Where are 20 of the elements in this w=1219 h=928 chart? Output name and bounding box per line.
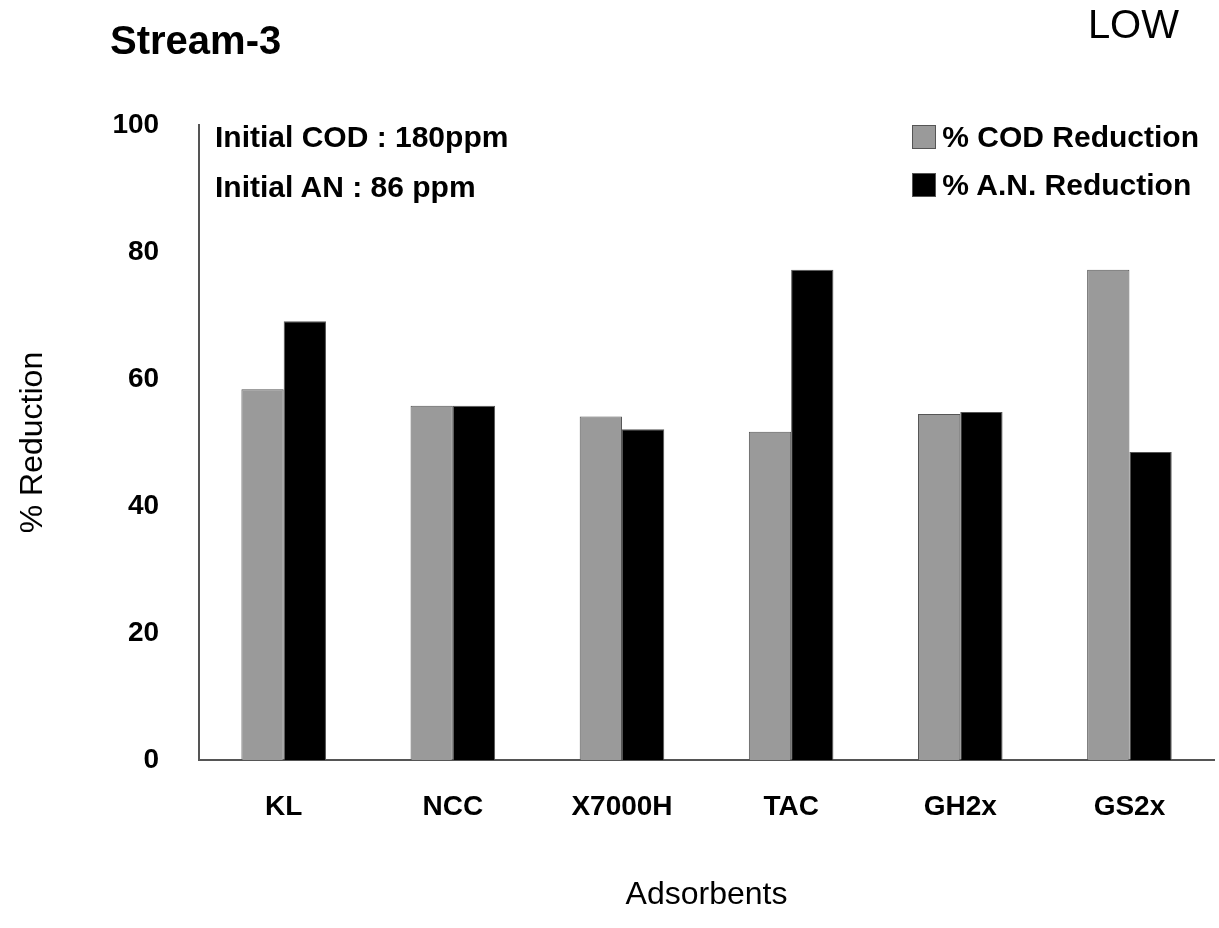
x-tick-label: TAC bbox=[763, 789, 819, 821]
x-tick-label: KL bbox=[265, 789, 303, 821]
y-tick-label: 60 bbox=[127, 361, 160, 393]
y-tick-label: 20 bbox=[127, 615, 160, 647]
y-tick-label: 100 bbox=[112, 107, 160, 139]
text: LOW bbox=[1087, 2, 1179, 47]
x-tick-label: X7000H bbox=[571, 789, 673, 821]
annotation: Initial COD : 180ppm bbox=[215, 120, 509, 154]
x-tick-label: GH2x bbox=[923, 789, 998, 821]
chart-title: Stream-3 bbox=[110, 18, 282, 63]
x-tick-label: GS2x bbox=[1093, 789, 1166, 821]
legend-label: % COD Reduction bbox=[942, 120, 1199, 154]
y-axis-title: % Reduction bbox=[13, 351, 50, 534]
y-tick-label: 80 bbox=[127, 234, 160, 266]
y-tick-label: 40 bbox=[127, 488, 160, 520]
annotation: Initial AN : 86 ppm bbox=[215, 170, 476, 204]
x-axis-title: Adsorbents bbox=[625, 874, 788, 911]
x-tick-label: NCC bbox=[422, 789, 484, 821]
legend-label: % A.N. Reduction bbox=[942, 168, 1192, 202]
y-tick-label: 0 bbox=[143, 742, 160, 774]
